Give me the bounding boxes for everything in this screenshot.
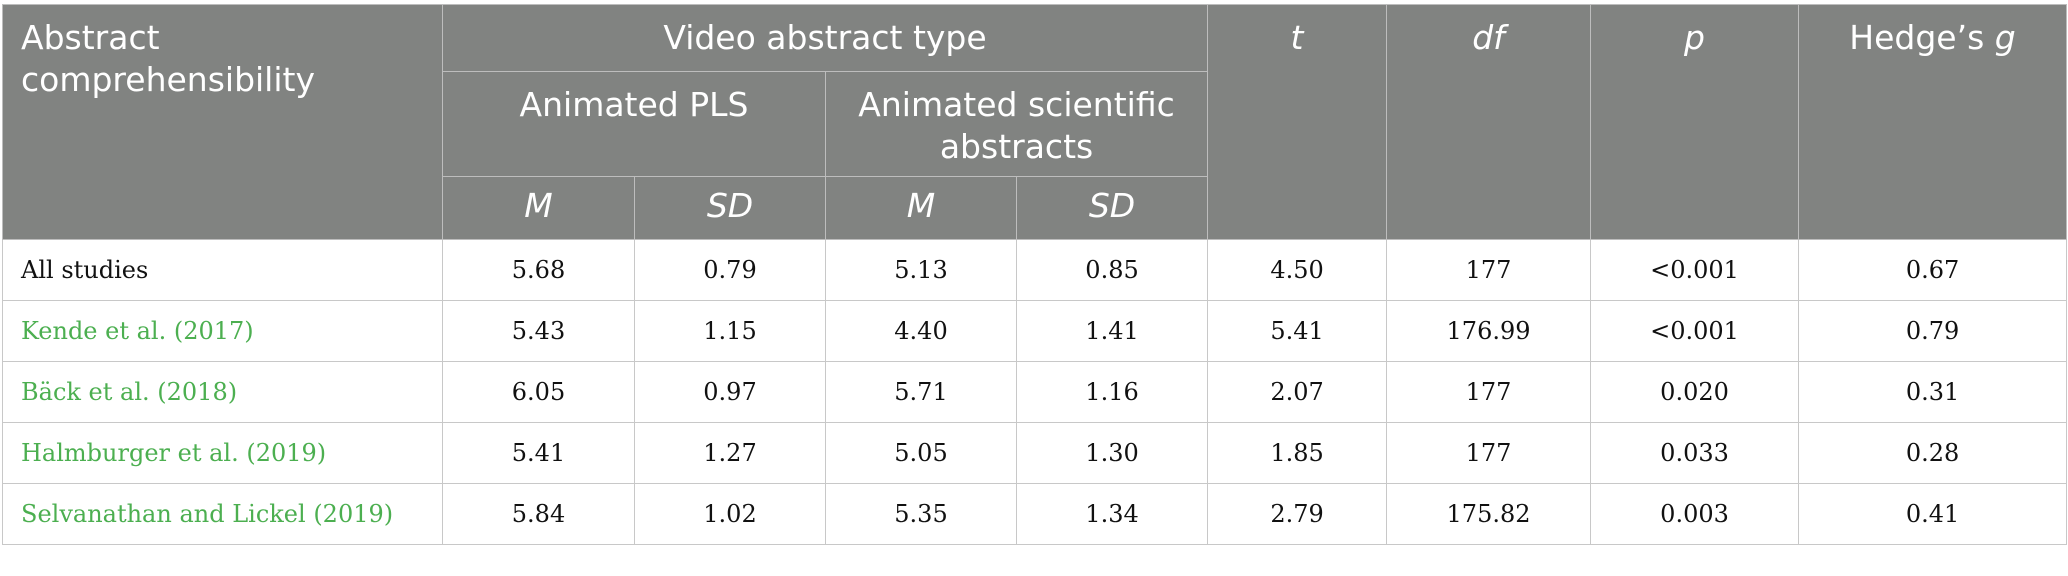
cell-sci-sd: 0.85: [1015, 239, 1209, 301]
cell-sci-sd: 1.34: [1015, 483, 1209, 545]
cell-sci-sd: 1.41: [1015, 300, 1209, 362]
cell-sci-m: 5.71: [825, 361, 1017, 423]
cell-p: <0.001: [1590, 239, 1800, 301]
cell-df: 177: [1386, 422, 1592, 484]
cell-g: 0.79: [1798, 300, 2068, 362]
header-row-3: M SD M SD: [3, 176, 2067, 240]
cell-t: 1.85: [1207, 422, 1388, 484]
cell-pls-m: 5.68: [442, 239, 635, 301]
cell-sci-m: 5.05: [825, 422, 1017, 484]
cell-pls-sd: 0.97: [634, 361, 826, 423]
study-link-back-2018[interactable]: Bäck et al. (2018): [2, 361, 443, 423]
header-sci-m: M: [825, 176, 1017, 240]
cell-pls-m: 6.05: [442, 361, 635, 423]
header-pls-sd: SD: [634, 176, 826, 240]
header-hedges-prefix: Hedge’s: [1849, 18, 1995, 57]
header-t: t: [1207, 4, 1388, 240]
cell-t: 4.50: [1207, 239, 1388, 301]
cell-p: 0.033: [1590, 422, 1800, 484]
table-row: Halmburger et al. (2019) 5.41 1.27 5.05 …: [2, 422, 2068, 484]
cell-sci-sd: 1.30: [1015, 422, 1209, 484]
cell-p: 0.020: [1590, 361, 1800, 423]
cell-pls-sd: 0.79: [634, 239, 826, 301]
header-animated-pls: Animated PLS: [442, 71, 826, 177]
cell-sci-m: 4.40: [825, 300, 1017, 362]
cell-df: 177: [1386, 361, 1592, 423]
header-p: p: [1590, 4, 1800, 240]
cell-df: 175.82: [1386, 483, 1592, 545]
cell-pls-m: 5.84: [442, 483, 635, 545]
cell-pls-m: 5.43: [442, 300, 635, 362]
cell-pls-sd: 1.02: [634, 483, 826, 545]
cell-sci-m: 5.13: [825, 239, 1017, 301]
cell-sci-m: 5.35: [825, 483, 1017, 545]
cell-t: 5.41: [1207, 300, 1388, 362]
table-row: Kende et al. (2017) 5.43 1.15 4.40 1.41 …: [2, 300, 2068, 362]
header-df: df: [1386, 4, 1592, 240]
cell-df: 176.99: [1386, 300, 1592, 362]
header-animated-scientific-abstracts: Animated scientific abstracts: [824, 71, 1209, 177]
cell-p: 0.003: [1590, 483, 1800, 545]
header-row-1: Abstract comprehensibility Video abstrac…: [2, 4, 2068, 240]
header-video-abstract-type: Video abstract type: [441, 4, 1209, 72]
header-row-2: Animated PLS Animated scientific abstrac…: [3, 71, 2067, 177]
cell-g: 0.31: [1798, 361, 2068, 423]
table-row: All studies 5.68 0.79 5.13 0.85 4.50 177…: [2, 239, 2068, 301]
cell-g: 0.67: [1798, 239, 2068, 301]
row-study: All studies: [2, 239, 443, 301]
cell-pls-m: 5.41: [442, 422, 635, 484]
table-row: Selvanathan and Lickel (2019) 5.84 1.02 …: [2, 483, 2068, 545]
study-link-kende-2017[interactable]: Kende et al. (2017): [2, 300, 443, 362]
cell-g: 0.41: [1798, 483, 2068, 545]
cell-g: 0.28: [1798, 422, 2068, 484]
results-table: Abstract comprehensibility Video abstrac…: [2, 4, 2068, 545]
cell-t: 2.79: [1207, 483, 1388, 545]
table-row: Bäck et al. (2018) 6.05 0.97 5.71 1.16 2…: [2, 361, 2068, 423]
cell-pls-sd: 1.15: [634, 300, 826, 362]
cell-pls-sd: 1.27: [634, 422, 826, 484]
header-hedges-g: Hedge’s g: [1798, 4, 2068, 240]
cell-sci-sd: 1.16: [1015, 361, 1209, 423]
cell-p: <0.001: [1590, 300, 1800, 362]
header-hedges-g-letter: g: [1994, 18, 2016, 57]
header-sci-sd: SD: [1015, 176, 1209, 240]
header-abstract-comprehensibility: Abstract comprehensibility: [2, 4, 443, 240]
header-pls-m: M: [442, 176, 635, 240]
study-link-halmburger-2019[interactable]: Halmburger et al. (2019): [2, 422, 443, 484]
cell-t: 2.07: [1207, 361, 1388, 423]
cell-df: 177: [1386, 239, 1592, 301]
study-link-selvanathan-2019[interactable]: Selvanathan and Lickel (2019): [2, 483, 443, 545]
